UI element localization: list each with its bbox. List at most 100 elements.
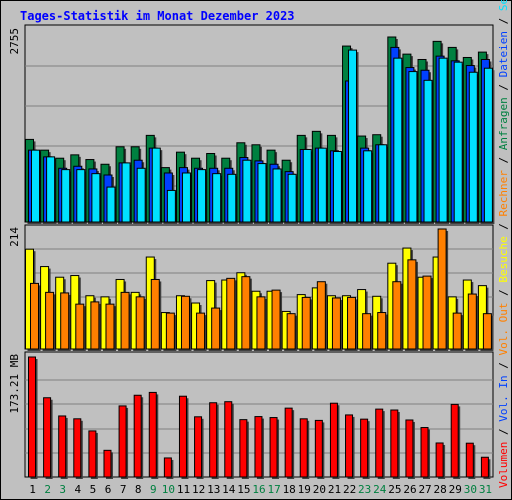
bar-seiten	[408, 71, 418, 223]
legend-separator: /	[497, 356, 510, 376]
bar-seiten	[272, 168, 282, 223]
bar-volumen	[345, 414, 354, 478]
day-label: 30	[464, 483, 477, 496]
bar-seiten	[227, 173, 237, 223]
bar-seiten	[348, 49, 358, 223]
bar-volumen	[375, 408, 384, 478]
day-label: 5	[90, 483, 97, 496]
bar-rechner	[407, 259, 417, 350]
bar-seiten	[91, 173, 101, 223]
bar-seiten	[31, 149, 40, 223]
bar-rechner	[105, 303, 115, 350]
bar-rechner	[90, 301, 100, 350]
day-label: 29	[449, 483, 462, 496]
bar-volumen	[465, 442, 474, 478]
day-label: 14	[222, 483, 236, 496]
bar-volumen	[390, 409, 399, 478]
y-max-label: 2755	[8, 28, 21, 55]
legend-label: Dateien	[497, 31, 510, 77]
day-label: 4	[75, 483, 82, 496]
bar-rechner	[211, 307, 221, 350]
bar-rechner	[60, 292, 70, 350]
bar-volumen	[43, 397, 52, 478]
bar-rechner	[301, 296, 311, 350]
day-label: 20	[313, 483, 326, 496]
panel-middle	[24, 224, 494, 351]
legend-label: Vol. In	[497, 375, 510, 421]
legend: Volumen / Vol. In / Vol. Out / Besuche /…	[497, 0, 510, 488]
day-label: 7	[120, 483, 127, 496]
bar-seiten	[287, 173, 297, 223]
bar-rechner	[271, 289, 281, 350]
day-label: 6	[105, 483, 112, 496]
day-label: 23	[358, 483, 371, 496]
bar-volumen	[420, 427, 429, 478]
legend-label: Rechner	[497, 170, 510, 217]
bar-seiten	[423, 79, 433, 223]
bar-volumen	[103, 449, 112, 478]
day-label: 2	[44, 483, 51, 496]
y-max-label: 173.21 MB	[8, 354, 21, 414]
bar-rechner	[120, 291, 130, 350]
legend-separator: /	[497, 77, 510, 97]
bar-seiten	[378, 144, 388, 223]
day-label: 19	[298, 483, 311, 496]
bar-rechner	[362, 313, 372, 350]
day-label: 26	[403, 483, 416, 496]
day-label: 18	[283, 483, 296, 496]
bar-rechner	[377, 312, 387, 350]
day-label: 11	[177, 483, 190, 496]
day-label: 17	[267, 483, 280, 496]
legend-label: Besuche	[497, 236, 510, 282]
day-label: 9	[150, 483, 157, 496]
bar-rechner	[75, 303, 85, 350]
bar-rechner	[422, 275, 432, 350]
bar-seiten	[257, 163, 267, 223]
bar-rechner	[452, 312, 462, 350]
chart-title: Tages-Statistik im Monat Dezember 2023	[20, 9, 295, 23]
bar-seiten	[242, 159, 252, 223]
bar-seiten	[393, 57, 403, 223]
bar-seiten	[468, 71, 478, 223]
bar-seiten	[151, 147, 161, 223]
bar-seiten	[76, 169, 86, 223]
bar-seiten	[197, 169, 207, 223]
bar-volumen	[209, 402, 218, 478]
bar-volumen	[224, 401, 233, 478]
legend-separator: /	[497, 150, 510, 170]
bar-rechner	[180, 295, 190, 350]
bar-volumen	[118, 405, 127, 478]
bar-volumen	[405, 419, 414, 478]
bar-volumen	[58, 415, 67, 478]
day-label: 15	[237, 483, 250, 496]
bar-rechner	[467, 293, 477, 350]
bar-rechner	[241, 276, 251, 350]
bar-rechner	[331, 297, 341, 350]
bar-rechner	[392, 281, 402, 350]
day-label: 3	[59, 483, 66, 496]
day-label: 22	[343, 483, 356, 496]
bar-rechner	[226, 277, 236, 350]
bar-volumen	[314, 419, 323, 478]
day-label: 12	[192, 483, 205, 496]
bar-rechner	[45, 291, 55, 350]
bar-volumen	[194, 416, 203, 478]
day-label: 25	[388, 483, 401, 496]
bar-rechner	[135, 296, 145, 350]
bar-volumen	[450, 403, 459, 478]
legend-label: Anfragen	[497, 97, 510, 150]
bar-rechner	[256, 296, 266, 350]
legend-label: Vol. Out	[497, 303, 510, 356]
legend-label: Volumen	[497, 442, 510, 488]
bar-seiten	[181, 172, 191, 223]
bar-seiten	[136, 167, 146, 223]
legend-label: Seiten	[497, 0, 510, 11]
bar-volumen	[269, 417, 278, 478]
bar-seiten	[363, 150, 373, 223]
bar-rechner	[347, 296, 357, 350]
bar-rechner	[150, 278, 160, 350]
bar-volumen	[178, 395, 187, 478]
bar-volumen	[254, 416, 263, 478]
legend-separator: /	[497, 422, 510, 442]
